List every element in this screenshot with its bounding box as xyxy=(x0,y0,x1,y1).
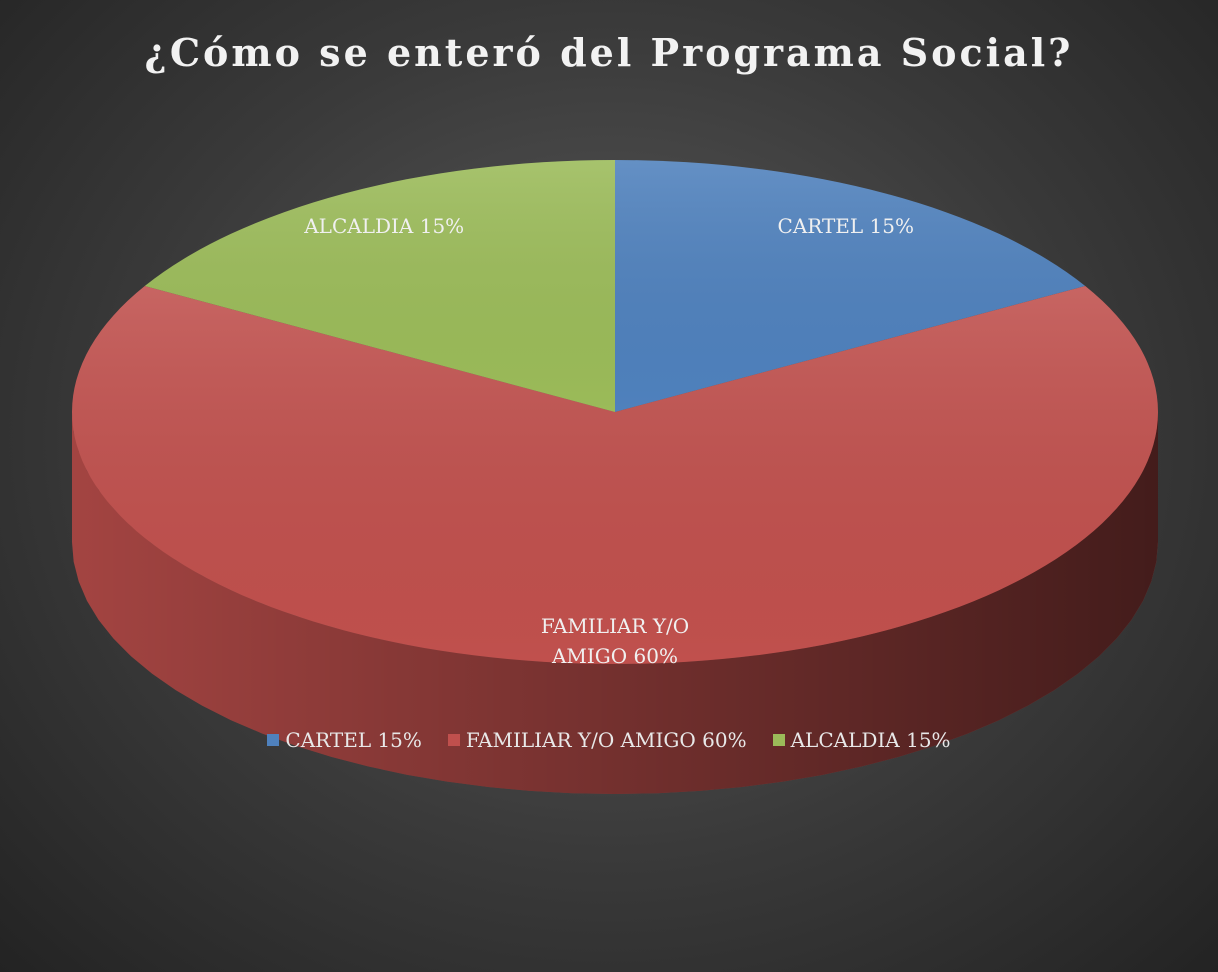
legend-label: CARTEL 15% xyxy=(285,728,422,752)
slice-highlight xyxy=(615,160,1086,412)
data-label: CARTEL 15% xyxy=(777,214,914,239)
legend-item: ALCALDIA 15% xyxy=(772,728,951,752)
legend-item: CARTEL 15% xyxy=(267,728,422,752)
slice-highlight xyxy=(71,286,1158,664)
data-label: ALCALDIA 15% xyxy=(304,214,465,239)
legend-item: FAMILIAR Y/O AMIGO 60% xyxy=(447,728,747,752)
legend: CARTEL 15% FAMILIAR Y/O AMIGO 60% ALCALDIA… xyxy=(0,728,1218,752)
legend-swatch xyxy=(447,734,460,746)
slice-highlight xyxy=(144,160,615,412)
legend-label: FAMILIAR Y/O AMIGO 60% xyxy=(465,728,747,752)
legend-label: ALCALDIA 15% xyxy=(790,728,951,752)
legend-swatch xyxy=(267,734,280,746)
slice-side-shade xyxy=(72,412,1158,794)
chart-title: ¿Cómo se enteró del Programa Social? xyxy=(144,30,1074,75)
legend-swatch xyxy=(772,734,785,746)
data-label: FAMILIAR Y/O AMIGO 60% xyxy=(540,614,690,669)
